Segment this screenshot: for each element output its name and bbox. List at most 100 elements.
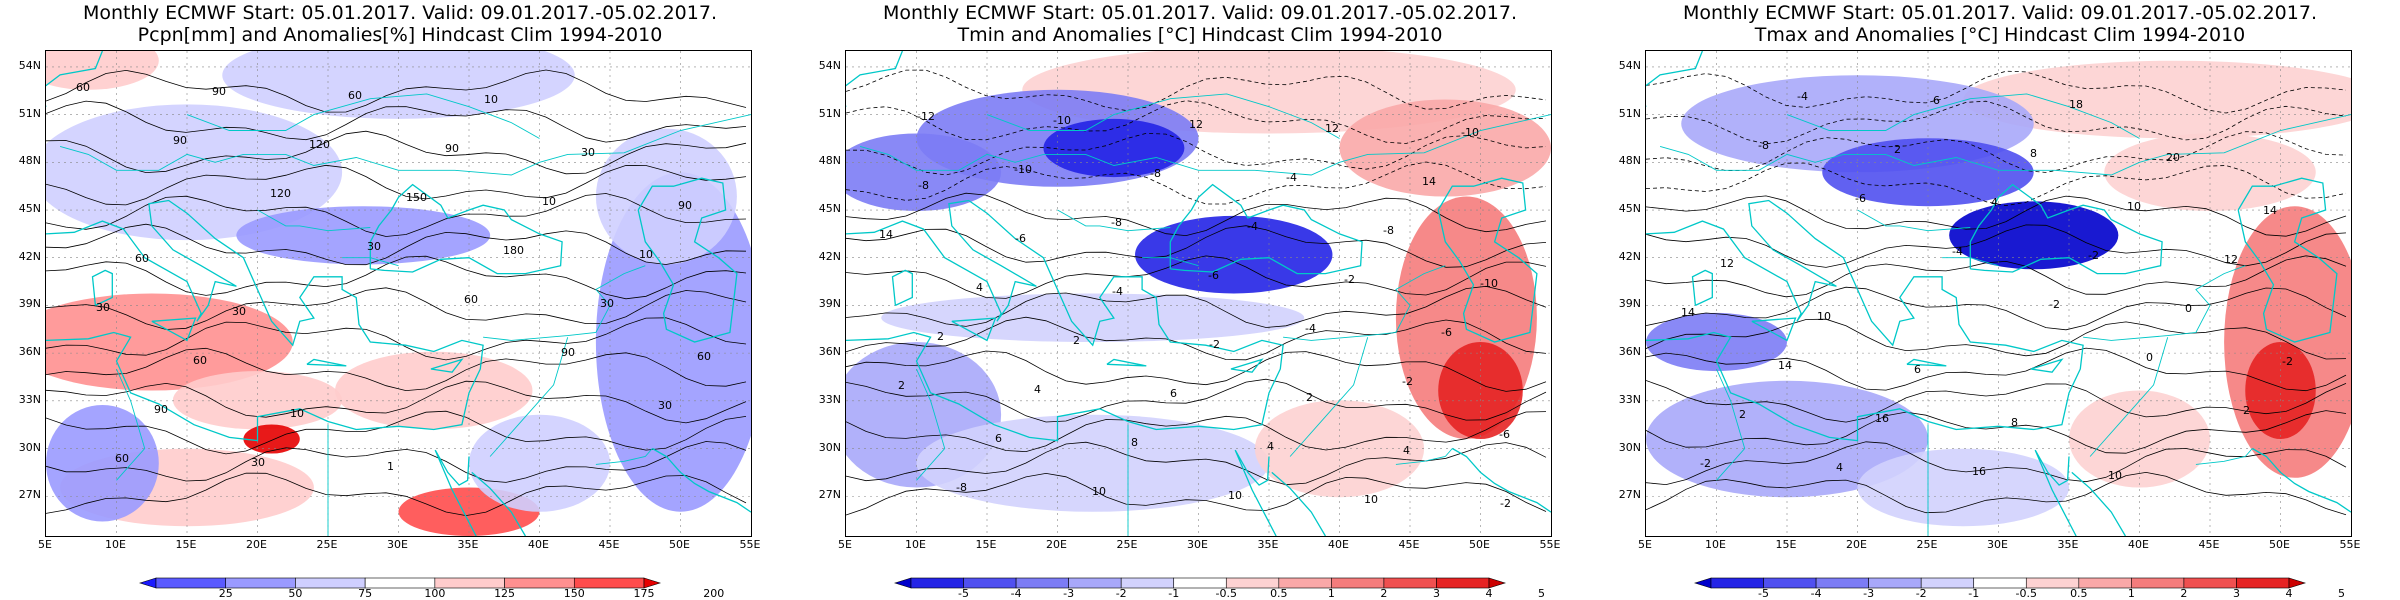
anomaly-field [2069, 390, 2210, 488]
longitude-tick-label: 5E [38, 538, 52, 551]
contour-value-label: 8 [1131, 436, 1138, 449]
country-border [1057, 209, 1171, 232]
longitude-tick-label: 45E [598, 538, 620, 551]
isoline [46, 441, 747, 483]
colorbar-tick-label: 1 [1327, 587, 1335, 600]
anomaly-field [222, 51, 575, 119]
coastline [637, 177, 738, 343]
longitude-tick-label: 35E [1257, 538, 1279, 551]
isoline [1646, 131, 2347, 173]
longitude-tick-label: 45E [2198, 538, 2220, 551]
isoline [846, 350, 1547, 392]
contour-value-label: 90 [173, 134, 187, 147]
latitude-tick-label: 42N [1618, 249, 1641, 263]
colorbar-tick-label: 50 [288, 587, 303, 600]
latitude-tick-label: 36N [818, 345, 841, 359]
contour-value-label: 120 [270, 187, 291, 200]
longitude-tick-label: 10E [105, 538, 126, 551]
coastline [846, 199, 1284, 442]
contour-value-label: -2 [1500, 497, 1511, 510]
country-border [986, 93, 1340, 139]
isoline [846, 69, 1547, 111]
colorbar-tick-label: 200 [703, 587, 725, 600]
contour-value-label: 2 [898, 379, 905, 392]
contour-value-label: -8 [1383, 224, 1394, 237]
contour-value-label: 12 [1720, 257, 1734, 270]
anomaly-field [46, 405, 159, 522]
coastline [1169, 183, 1363, 275]
longitude-tick-label: 15E [175, 538, 197, 551]
colorbar-tick-label: -4 [1810, 587, 1822, 600]
country-border [1786, 93, 2140, 139]
isoline [846, 285, 1547, 328]
contour-value-label: 14 [2263, 204, 2277, 217]
country-border [257, 209, 371, 232]
colorbar-svg [893, 577, 1507, 589]
colorbar-segment [910, 577, 964, 589]
longitude-tick-label: 10E [1705, 538, 1726, 551]
anomaly-field [1949, 201, 2119, 270]
coastline [1451, 447, 1551, 513]
colorbar-tick-label: 5 [1538, 587, 1546, 600]
colorbar-tick-label: 4 [1485, 587, 1493, 600]
colorbar-tick-label: -3 [1863, 587, 1875, 600]
isoline [46, 100, 747, 143]
colorbar-segment [1815, 577, 1869, 589]
contour-value-label: 6 [1933, 94, 1940, 107]
anomaly-field [1857, 448, 2069, 527]
colorbar-tick-label: 2 [1380, 587, 1388, 600]
latitude-tick-label: 36N [1618, 345, 1641, 359]
contour-value-label: -2 [1209, 338, 1220, 351]
coastline [369, 183, 563, 275]
latitude-tick-label: 36N [18, 345, 41, 359]
contour-value-label: -2 [1700, 457, 1711, 470]
longitude-tick-label: 15E [1775, 538, 1797, 551]
anomaly-field [846, 133, 1002, 212]
country-border [1857, 209, 1971, 232]
isoline [1646, 195, 2347, 237]
longitude-tick-label: 25E [1916, 538, 1938, 551]
isoline [46, 317, 747, 361]
isoline [1646, 380, 2347, 423]
coastline [1646, 51, 1704, 107]
tmax-map-area: -8 -6 -4 -2 0 2 -2 -4 2 4 -2 0 -2 2 4 6 8 10 12 14 14 16 16 18 2… [1645, 50, 2352, 537]
isoline [846, 378, 1547, 423]
latitude-tick-label: 54N [18, 58, 41, 72]
longitude-tick-label: 5E [1638, 538, 1652, 551]
isoline [1646, 255, 2347, 298]
latitude-tick-label: 51N [18, 106, 41, 120]
country-border [342, 257, 399, 267]
panel-title-line2: Tmax and Anomalies [°C] Hindcast Clim 19… [1754, 24, 2246, 46]
longitude-tick-label: 25E [316, 538, 338, 551]
contour-value-label: -8 [918, 179, 929, 192]
contour-value-label: 6 [1170, 387, 1177, 400]
longitude-tick-label: 55E [739, 538, 761, 551]
longitude-tick-label: 50E [669, 538, 690, 551]
coastline [2237, 177, 2338, 343]
latitude-tick-label: 39N [818, 297, 841, 311]
country-border [116, 368, 146, 481]
colorbar-low-extension [893, 577, 912, 589]
country-border [1659, 114, 2351, 176]
longitude-tick-label: 45E [1398, 538, 1420, 551]
country-border [489, 337, 569, 457]
coastline [1969, 183, 2163, 275]
contour-value-label: 4 [1267, 440, 1274, 453]
latitude-tick-label: 45N [18, 202, 41, 216]
tmax-map-svg: -8 -6 -4 -2 0 2 -2 -4 2 4 -2 0 -2 2 4 6 8 10 12 14 14 16 16 18 2… [1646, 51, 2351, 536]
isoline [1646, 441, 2347, 486]
latitude-tick-label: 39N [1618, 297, 1641, 311]
colorbar-tick-label: 25 [218, 587, 233, 600]
tmax-colorbar [1693, 577, 2307, 589]
coastline [1106, 358, 1147, 367]
contour-value-label: 12 [2224, 253, 2238, 266]
isoline [846, 255, 1547, 299]
colorbar-svg [1693, 577, 2307, 589]
precipitation-map-svg: 60 90 120 30 60 90 30 60 90 120 150 180 30 60 90 30 60 90… [46, 51, 751, 536]
contour-value-label: 16 [1972, 465, 1986, 478]
contour-value-label: 10 [290, 407, 304, 420]
longitude-tick-label: 55E [1539, 538, 1561, 551]
latitude-tick-label: 33N [1618, 392, 1641, 406]
contour-value-label: 30 [600, 297, 614, 310]
coastline [46, 199, 484, 442]
